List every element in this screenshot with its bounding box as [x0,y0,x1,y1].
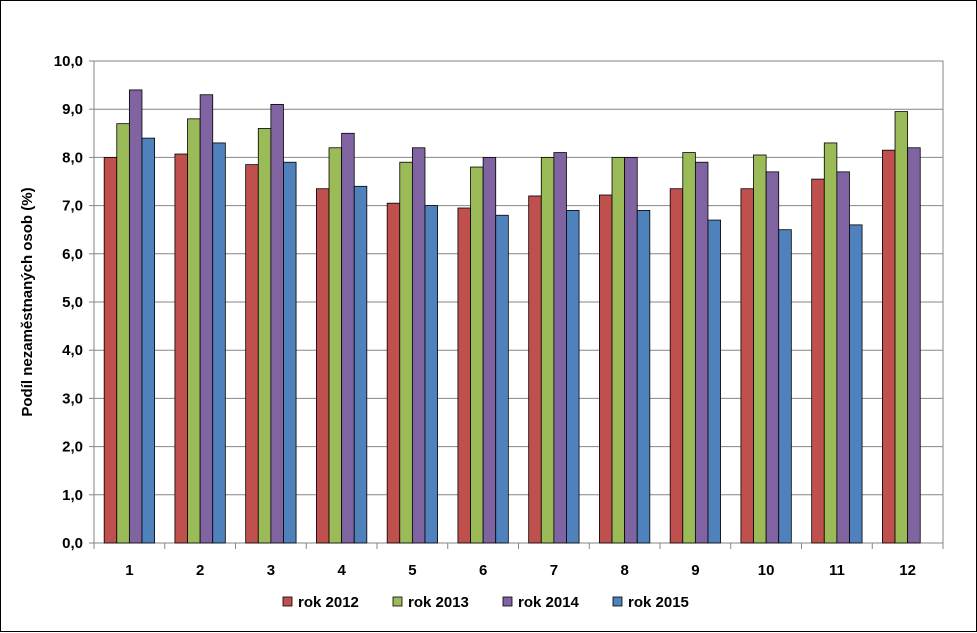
y-tick-label: 9,0 [62,101,83,118]
bar [624,156,638,544]
bar [116,123,130,544]
gridlines [94,108,943,496]
bar [103,156,118,544]
bar [599,194,613,544]
bar [257,128,272,544]
bar [849,224,863,544]
bar [212,142,226,544]
bar [399,161,413,544]
y-tick-label: 3,0 [62,390,83,407]
bar [894,111,909,544]
bar [694,161,709,544]
x-tick-label: 12 [899,562,916,579]
x-tick-label: 6 [479,562,487,579]
y-tick-label: 10,0 [54,53,83,70]
bar [682,152,696,544]
y-tick-label: 7,0 [62,198,83,215]
bar [540,156,555,544]
bar [470,166,484,544]
legend: rok 2012 rok 2013 rok 2014 rok 2015 [282,594,689,611]
x-axis-ticks: 1 2 3 4 5 6 7 8 9 10 11 12 [93,543,944,579]
bar [907,147,921,544]
bar [141,137,155,544]
bar [245,164,259,544]
x-tick-label: 11 [829,562,845,579]
legend-item: rok 2014 [502,594,580,611]
bar [765,171,780,544]
bar [566,210,580,544]
bar [811,178,825,544]
x-tick-label: 4 [337,562,346,579]
legend-item: rok 2013 [392,594,469,611]
bar [270,103,284,544]
x-tick-label: 8 [620,562,628,579]
legend-label: rok 2014 [518,594,580,611]
bar [341,132,355,544]
bar [482,156,497,544]
x-tick-label: 5 [408,562,416,579]
y-tick-label: 4,0 [62,342,83,359]
x-tick-label: 2 [196,562,204,579]
bar [882,149,896,544]
y-tick-label: 5,0 [62,294,83,311]
y-axis-title: Podíl nezaměstnaných osob (%) [19,187,36,416]
x-tick-label: 7 [550,562,558,579]
bar [753,154,767,544]
x-tick-label: 10 [758,562,775,579]
bars [103,89,921,544]
legend-label: rok 2013 [408,594,469,611]
legend-swatch [612,596,623,607]
bar [283,161,297,544]
bar [778,229,792,544]
bar [353,185,368,544]
bar [328,147,343,544]
bar [669,188,684,544]
legend-swatch [392,596,403,607]
bar [187,118,201,544]
bar [457,207,471,544]
bar [823,142,838,544]
y-axis-ticks: 0,0 1,0 2,0 3,0 4,0 5,0 6,0 7,0 8,0 9,0 10,0 [54,53,94,552]
bar [316,188,330,544]
x-tick-label: 9 [691,562,699,579]
y-tick-label: 6,0 [62,246,83,263]
y-tick-label: 1,0 [62,487,83,504]
y-tick-label: 0,0 [62,535,83,552]
bar [128,89,143,544]
y-tick-label: 8,0 [62,149,83,166]
bar [199,94,214,544]
legend-swatch [282,596,293,607]
bar [528,195,542,544]
legend-label: rok 2012 [298,594,359,611]
bar [707,219,721,544]
bar [411,147,426,544]
bar [424,205,438,544]
bar [836,171,850,544]
bar [636,210,651,544]
legend-swatch [502,596,513,607]
x-tick-label: 3 [267,562,275,579]
x-tick-label: 1 [125,562,133,579]
bar [553,152,567,544]
bar [174,153,188,544]
legend-label: rok 2015 [628,594,689,611]
bar [386,202,401,544]
bar [495,214,509,544]
y-tick-label: 2,0 [62,439,83,456]
legend-item: rok 2015 [612,594,689,611]
bar [740,188,754,544]
legend-item: rok 2012 [282,594,359,611]
bar [611,156,626,544]
